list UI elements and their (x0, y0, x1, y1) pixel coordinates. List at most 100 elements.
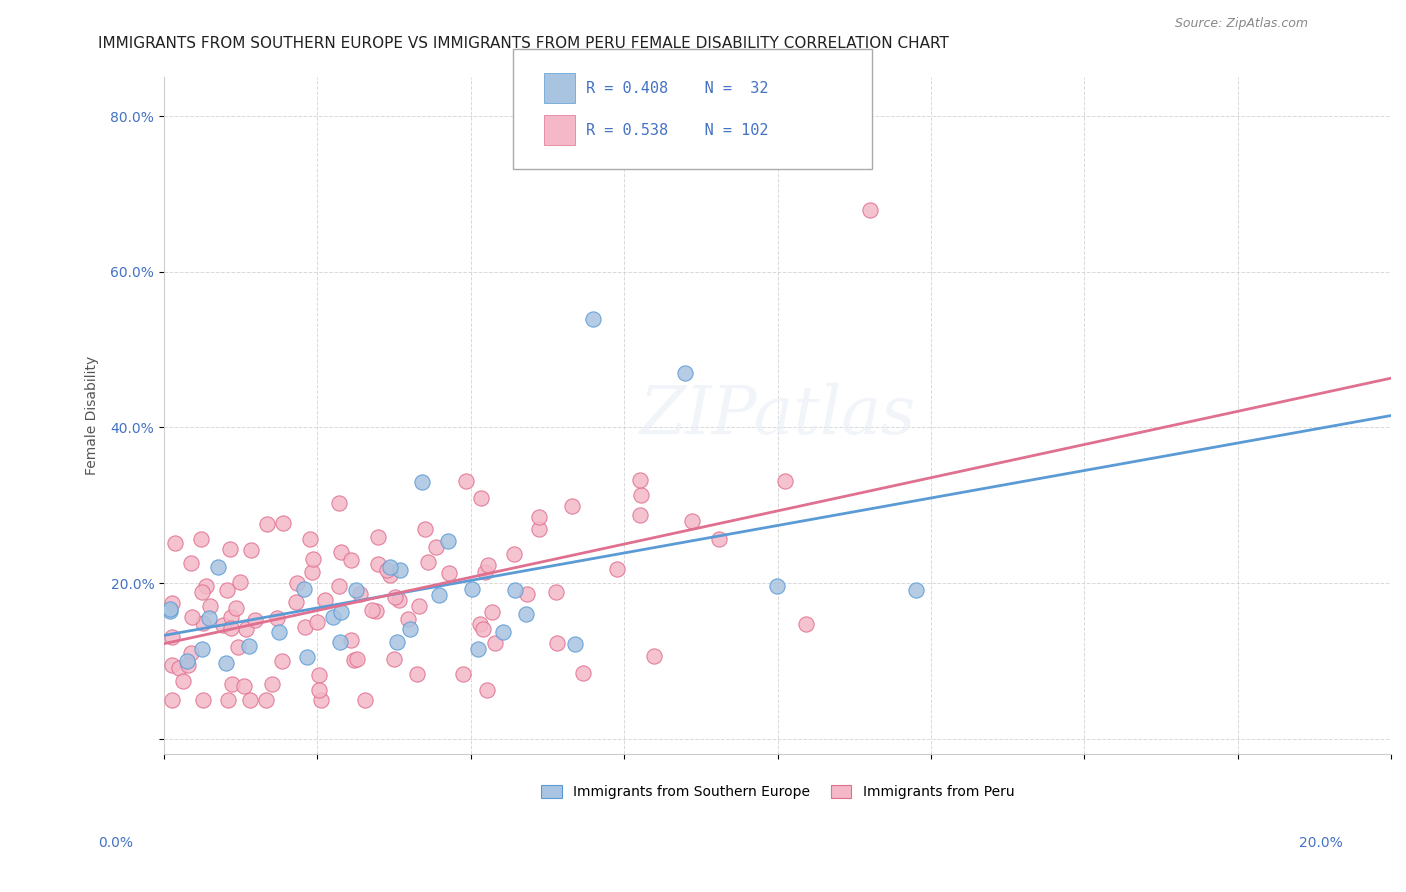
Legend: Immigrants from Southern Europe, Immigrants from Peru: Immigrants from Southern Europe, Immigra… (536, 780, 1019, 805)
Point (167, 661, 190, 675)
Point (606, 562, 628, 576)
Point (413, 522, 436, 536)
Point (385, 635, 408, 649)
Point (207, 560, 229, 574)
Point (544, 585, 567, 599)
Point (467, 642, 489, 657)
Point (243, 613, 266, 627)
Point (477, 558, 499, 572)
Point (515, 607, 537, 622)
Point (254, 692, 277, 706)
Point (681, 515, 703, 529)
Point (474, 566, 496, 580)
Point (546, 636, 568, 650)
Point (260, 677, 283, 691)
Point (285, 576, 308, 591)
Point (198, 611, 221, 625)
Point (384, 591, 406, 605)
Point (159, 601, 181, 615)
Point (322, 609, 344, 624)
Point (239, 543, 262, 558)
Point (309, 692, 332, 706)
Point (387, 592, 409, 607)
Y-axis label: Female Disability: Female Disability (86, 356, 100, 475)
Point (225, 600, 247, 615)
Point (343, 653, 366, 667)
Point (180, 610, 202, 624)
Text: 20.0%: 20.0% (1299, 837, 1343, 850)
Point (456, 475, 478, 489)
Point (217, 583, 239, 598)
Point (328, 579, 350, 593)
Point (191, 692, 214, 706)
Point (411, 475, 433, 490)
Point (571, 665, 593, 680)
Point (475, 682, 498, 697)
Point (211, 618, 233, 632)
Point (232, 679, 254, 693)
Point (195, 579, 218, 593)
Point (219, 609, 242, 624)
Point (630, 488, 652, 502)
Point (858, 202, 880, 217)
Point (215, 657, 238, 671)
Point (361, 603, 384, 617)
Point (492, 625, 515, 640)
Point (470, 491, 492, 505)
Point (378, 568, 401, 582)
Point (329, 605, 352, 619)
Point (217, 692, 239, 706)
Point (307, 615, 329, 630)
Point (405, 667, 427, 681)
Point (468, 617, 491, 632)
Point (266, 611, 288, 625)
Point (190, 532, 212, 546)
Point (218, 542, 240, 557)
Point (582, 311, 605, 326)
Point (425, 540, 447, 554)
Point (190, 641, 212, 656)
Point (389, 562, 412, 576)
Point (239, 692, 262, 706)
Point (367, 557, 389, 571)
Point (408, 599, 430, 614)
Point (160, 630, 183, 644)
Point (436, 533, 458, 548)
Point (437, 566, 460, 580)
Point (180, 556, 202, 570)
Point (529, 522, 551, 536)
Point (471, 622, 494, 636)
Point (235, 622, 257, 636)
Point (344, 583, 367, 598)
Point (340, 633, 363, 648)
Point (163, 535, 186, 549)
Point (367, 530, 389, 544)
Point (302, 552, 325, 566)
Point (294, 620, 316, 634)
Point (180, 646, 202, 660)
Point (766, 579, 789, 593)
Point (160, 596, 183, 610)
Point (418, 555, 440, 569)
Point (481, 605, 503, 619)
Point (340, 553, 363, 567)
Point (226, 640, 249, 655)
Point (172, 673, 194, 688)
Point (267, 625, 290, 640)
Point (503, 547, 526, 561)
Point (160, 658, 183, 673)
Point (301, 565, 323, 579)
Point (396, 612, 419, 626)
Point (375, 564, 398, 578)
Point (329, 635, 352, 649)
Point (330, 545, 353, 559)
Point (256, 517, 278, 532)
Point (516, 587, 538, 601)
Text: R = 0.538    N = 102: R = 0.538 N = 102 (586, 123, 769, 137)
Point (238, 639, 260, 653)
Point (643, 648, 665, 663)
Text: IMMIGRANTS FROM SOUTHERN EUROPE VS IMMIGRANTS FROM PERU FEMALE DISABILITY CORREL: IMMIGRANTS FROM SOUTHERN EUROPE VS IMMIG… (98, 36, 949, 51)
Text: Source: ZipAtlas.com: Source: ZipAtlas.com (1174, 17, 1308, 29)
Point (176, 654, 198, 668)
Point (285, 594, 308, 608)
